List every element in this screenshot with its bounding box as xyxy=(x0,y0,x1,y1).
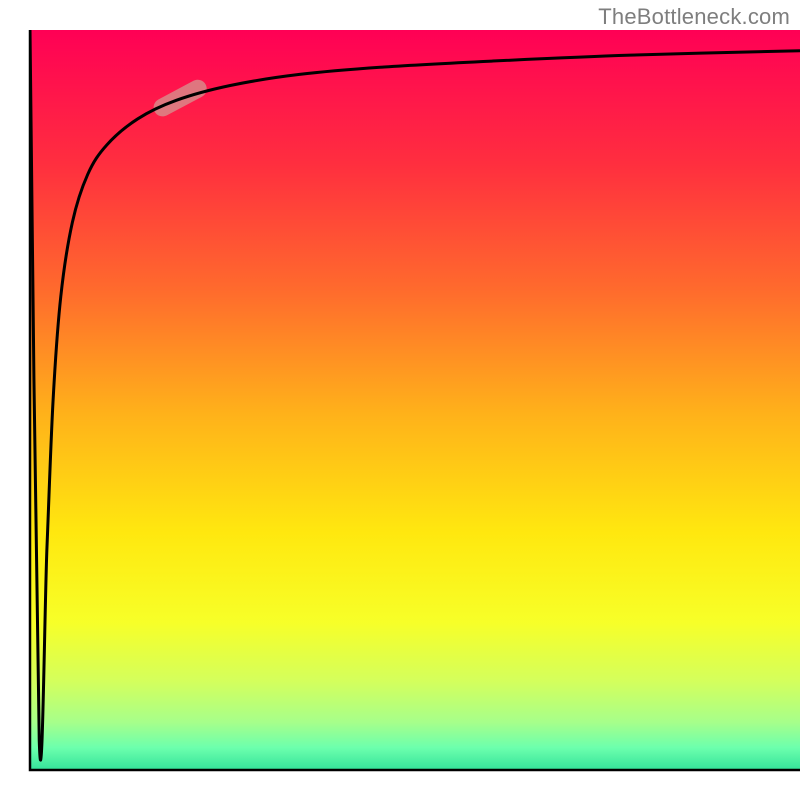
gradient-background xyxy=(30,30,800,770)
bottleneck-curve-chart xyxy=(0,0,800,800)
chart-container: TheBottleneck.com xyxy=(0,0,800,800)
watermark-text: TheBottleneck.com xyxy=(598,4,790,30)
